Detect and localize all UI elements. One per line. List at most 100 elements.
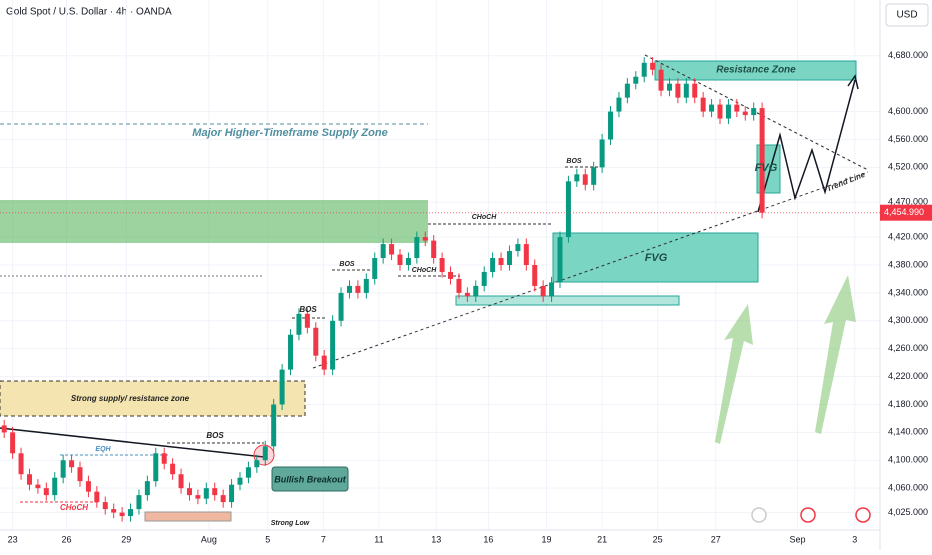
candle-body <box>245 467 251 478</box>
candle-body <box>633 76 639 84</box>
y-tick-label: 4,300.000 <box>888 315 928 325</box>
y-tick-label: 4,340.000 <box>888 287 928 297</box>
candle-body <box>523 244 529 265</box>
candle-body <box>271 404 277 447</box>
candle-body <box>608 111 614 140</box>
candle-body <box>18 453 24 475</box>
resistance-zone <box>654 60 857 81</box>
projection-arrowhead <box>847 74 859 90</box>
strong-supply-zone <box>0 380 306 417</box>
candle-body <box>178 474 184 489</box>
candle-body <box>279 369 285 405</box>
candle-body <box>85 481 91 492</box>
projection-path <box>757 79 856 213</box>
y-tick-label: 4,180.000 <box>888 399 928 409</box>
candle-body <box>414 237 420 259</box>
candle-body <box>94 491 100 503</box>
candle-body <box>355 285 361 293</box>
candle-body <box>321 355 327 370</box>
candle-body <box>195 495 201 499</box>
candle-body <box>35 484 41 489</box>
fvg-zone <box>552 232 759 283</box>
bull-arrow <box>815 275 856 434</box>
candle-body <box>734 104 740 112</box>
candle-body <box>565 181 571 238</box>
breakout-callout <box>271 466 349 492</box>
candle-body <box>692 83 698 98</box>
candle-body <box>186 488 192 496</box>
candle-body <box>725 104 731 119</box>
candle-body <box>683 83 689 98</box>
last-price-box <box>880 204 932 221</box>
candle-body <box>624 83 630 98</box>
candle-body <box>102 502 108 510</box>
x-tick-label: 25 <box>653 534 663 544</box>
annotation: BOS <box>339 261 355 268</box>
x-tick-label: 27 <box>711 534 721 544</box>
candle-body <box>203 488 209 499</box>
candle-body <box>52 477 58 496</box>
breakout-line <box>0 427 265 458</box>
candle-body <box>212 488 218 496</box>
candle-body <box>43 488 49 496</box>
annotation: CHoCH <box>60 503 88 512</box>
candle-body <box>599 139 605 168</box>
annotation: BOS <box>566 158 582 165</box>
y-tick-label: 4,220.000 <box>888 371 928 381</box>
candle-body <box>456 278 462 293</box>
y-tick-label: 4,420.000 <box>888 231 928 241</box>
candle-body <box>136 495 142 510</box>
annotation: CHoCH <box>412 267 437 274</box>
candle-body <box>389 244 395 255</box>
candle-body <box>717 104 723 119</box>
y-tick-label: 4,140.000 <box>888 427 928 437</box>
candle-body <box>338 292 344 321</box>
candle-body <box>153 453 159 482</box>
candle-body <box>742 111 748 116</box>
candle-body <box>540 285 546 297</box>
annotation: Strong Low <box>271 520 310 527</box>
candle-body <box>591 167 597 185</box>
candle-body <box>641 62 647 77</box>
currency-button[interactable] <box>885 3 929 27</box>
candle-body <box>144 481 150 496</box>
candle-body <box>448 271 454 279</box>
candle-body <box>26 474 32 485</box>
x-tick-label: 5 <box>265 534 270 544</box>
candle-body <box>751 108 757 116</box>
event-icon <box>800 507 816 523</box>
x-tick-label: 11 <box>374 534 383 544</box>
trend-line <box>312 171 869 369</box>
annotation: CHoCH <box>472 214 497 221</box>
annotation: EQH <box>95 446 111 453</box>
symbol-title: Gold Spot / U.S. Dollar · 4h · OANDA <box>6 7 172 18</box>
candle-body <box>111 509 117 513</box>
event-icon <box>855 507 871 523</box>
x-tick-label: 19 <box>542 534 552 544</box>
candle-body <box>346 285 352 293</box>
annotation: Bullish Breakout <box>274 474 347 484</box>
last-price-label: 4,454.990 <box>884 207 924 217</box>
demand-zone <box>455 295 680 306</box>
candle-body <box>170 463 176 475</box>
y-tick-label: 4,560.000 <box>888 134 928 144</box>
candle-body <box>397 254 403 265</box>
x-tick-label: 21 <box>597 534 607 544</box>
annotation: Major Higher-Timeframe Supply Zone <box>192 127 387 139</box>
candle-body <box>759 108 765 213</box>
candle-body <box>532 265 538 286</box>
y-tick-label: 4,380.000 <box>888 259 928 269</box>
y-tick-label: 4,520.000 <box>888 162 928 172</box>
candle-body <box>10 432 16 454</box>
candle-body <box>77 467 83 482</box>
x-tick-label: 7 <box>321 534 326 544</box>
supply-zone <box>0 200 428 243</box>
candle-body <box>422 237 428 241</box>
candle-body <box>229 484 235 503</box>
candle-body <box>490 258 496 272</box>
candle-body <box>481 271 487 286</box>
strong-low-zone <box>144 511 232 522</box>
candle-body <box>549 282 555 297</box>
candle-body <box>237 477 243 485</box>
